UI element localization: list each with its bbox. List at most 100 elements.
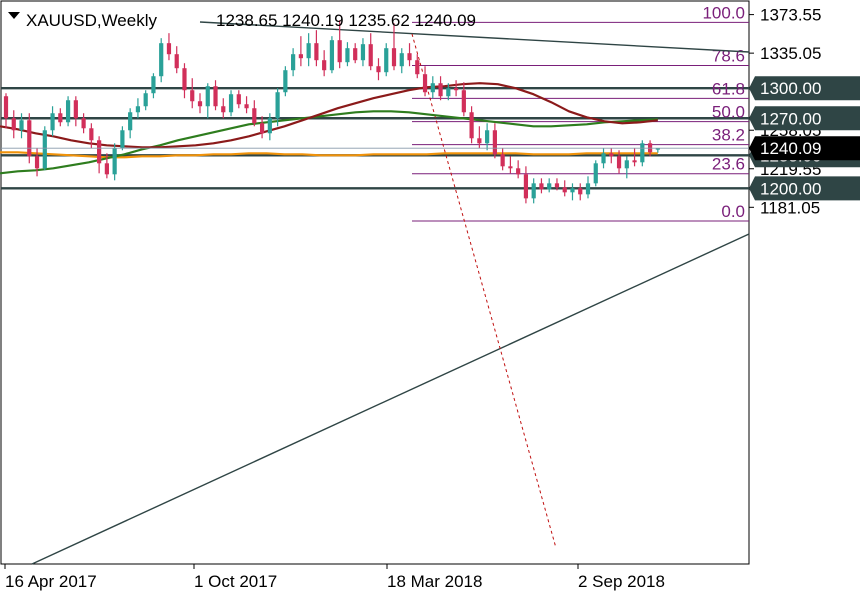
candle-27 — [213, 80, 218, 111]
candle-body — [58, 113, 63, 123]
candle-51 — [399, 48, 404, 74]
fib-label-3: 50.0 — [712, 103, 745, 122]
candle-body — [19, 120, 24, 131]
candle-body — [469, 112, 474, 139]
candle-55 — [430, 76, 435, 99]
rising-trendline — [31, 233, 750, 565]
fib-label-1: 78.6 — [712, 47, 745, 66]
candle-61 — [477, 126, 482, 149]
candle-16 — [128, 108, 133, 139]
candle-body — [547, 183, 552, 190]
candle-6 — [50, 106, 55, 137]
plot-frame — [0, 0, 750, 565]
level-tag-0-label: 1300.00 — [760, 79, 821, 98]
candle-body — [422, 74, 428, 93]
candle-body — [112, 148, 117, 175]
candle-9 — [73, 96, 78, 127]
candle-76 — [593, 160, 598, 187]
fib-label-0: 100.0 — [702, 3, 745, 22]
upper-trendline — [199, 21, 750, 53]
candle-36 — [283, 66, 288, 97]
candle-67 — [523, 166, 529, 204]
candle-body — [523, 174, 529, 199]
candle-19 — [151, 73, 156, 99]
candle-body — [384, 48, 389, 73]
candle-body — [585, 183, 591, 195]
candle-body — [570, 188, 575, 193]
candle-body — [508, 166, 513, 169]
y-tick-label-4: 1181.05 — [760, 198, 820, 217]
candle-body — [562, 187, 567, 193]
candle-70 — [547, 178, 552, 193]
candle-52 — [407, 43, 412, 67]
candle-23 — [182, 63, 187, 99]
candle-body — [275, 92, 280, 119]
candle-body — [306, 43, 311, 59]
candle-46 — [360, 38, 366, 67]
candle-body — [97, 140, 102, 164]
candle-29 — [228, 90, 234, 117]
candle-body — [368, 44, 373, 67]
candle-body — [500, 154, 505, 167]
level-tag-3: 1200.00 — [749, 176, 860, 201]
candle-body — [337, 40, 342, 63]
candle-4 — [34, 148, 40, 177]
candle-body — [65, 100, 71, 123]
candle-body — [453, 88, 459, 91]
dropdown-triangle-icon[interactable] — [8, 12, 20, 19]
candle-37 — [291, 48, 296, 77]
candle-body — [345, 48, 350, 63]
candle-41 — [322, 50, 327, 77]
candle-71 — [554, 178, 560, 191]
x-tick-label-2: 18 Mar 2018 — [387, 572, 482, 591]
candle-33 — [259, 116, 265, 139]
level-tag-1: 1270.00 — [749, 106, 860, 131]
candle-44 — [345, 42, 350, 67]
x-tick-label-3: 2 Sep 2018 — [578, 572, 665, 591]
candle-body — [578, 188, 583, 195]
current-price-tag: 1240.09 — [749, 136, 860, 161]
candle-body — [228, 94, 234, 113]
candle-11 — [89, 123, 94, 149]
candle-18 — [143, 90, 148, 111]
level-tag-0-box — [749, 76, 860, 101]
candle-66 — [516, 160, 521, 179]
candle-body — [182, 68, 187, 91]
candle-7 — [58, 108, 63, 127]
candle-77 — [601, 148, 606, 169]
candle-body — [244, 104, 249, 109]
candle-body — [298, 54, 303, 59]
candle-43 — [337, 20, 342, 69]
candle-body — [539, 183, 544, 190]
y-tick-label-1: 1335.05 — [760, 44, 821, 63]
fib-label-2: 61.8 — [712, 79, 745, 98]
candle-79 — [616, 150, 622, 174]
candle-20 — [159, 38, 164, 83]
candle-body — [376, 66, 381, 73]
candle-body — [221, 106, 226, 113]
candle-body — [11, 118, 16, 131]
candle-49 — [384, 43, 389, 77]
candle-74 — [578, 183, 583, 201]
candle-13 — [104, 153, 109, 179]
candle-24 — [190, 78, 195, 109]
candle-84 — [655, 148, 660, 153]
candle-38 — [298, 36, 303, 67]
candle-65 — [508, 156, 513, 174]
candle-body — [609, 153, 614, 157]
candle-8 — [65, 96, 71, 127]
candle-body — [322, 60, 327, 71]
current-price-tag-box — [749, 136, 860, 161]
candle-14 — [112, 143, 117, 181]
candle-50 — [391, 23, 397, 71]
candle-64 — [500, 148, 505, 171]
fibonacci-retracement: 100.0 78.6 61.8 50.0 38.2 23.6 0.0 — [412, 3, 749, 222]
candle-body — [120, 130, 125, 149]
candle-body — [399, 53, 404, 67]
candle-body — [213, 86, 218, 107]
candle-body — [34, 156, 40, 169]
candle-45 — [353, 43, 358, 64]
candle-28 — [221, 98, 226, 119]
